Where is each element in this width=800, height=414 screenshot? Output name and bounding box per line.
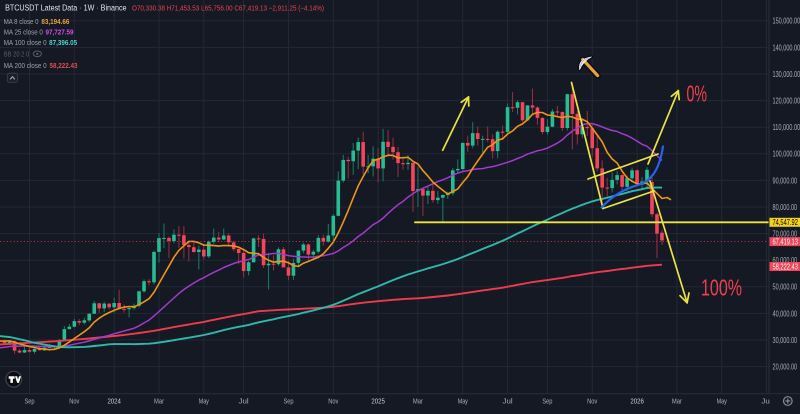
svg-text:MA 100 close 0: MA 100 close 0 [4,38,47,47]
svg-text:58,222.43: 58,222.43 [50,61,78,70]
svg-text:140,000.00: 140,000.00 [773,43,800,52]
svg-text:30,000.00: 30,000.00 [773,336,798,345]
svg-text:2025: 2025 [371,396,385,405]
svg-text:Nov: Nov [328,396,338,405]
svg-text:67,419.13: 67,419.13 [773,238,799,247]
svg-text:40,000.00: 40,000.00 [773,309,798,318]
svg-text:Jul: Jul [239,396,249,405]
svg-text:MA 25 close 0: MA 25 close 0 [4,27,43,36]
svg-text:0%: 0% [687,81,708,107]
svg-text:50,000.00: 50,000.00 [773,283,798,292]
svg-text:Mar: Mar [413,396,424,405]
svg-text:83,194.66: 83,194.66 [41,17,69,26]
svg-text:MA 8 close 0: MA 8 close 0 [4,17,39,26]
svg-text:100,000.00: 100,000.00 [773,150,800,159]
svg-text:150,000.00: 150,000.00 [773,17,800,26]
svg-text:May: May [199,396,209,405]
svg-text:58,222.43: 58,222.43 [773,262,799,271]
svg-text:Mar: Mar [154,396,165,405]
svg-text:Sep: Sep [283,396,293,405]
svg-text:May: May [717,396,727,405]
svg-text:MA 200 close 0: MA 200 close 0 [4,61,47,70]
svg-text:2024: 2024 [107,396,121,405]
svg-text:O70,330.38 H71,453.53 L65,756.: O70,330.38 H71,453.53 L65,756.00 C67,419… [132,4,324,13]
svg-text:90,000.00: 90,000.00 [773,176,798,185]
svg-text:Mar: Mar [672,396,683,405]
svg-text:130,000.00: 130,000.00 [773,70,800,79]
svg-text:20,000.00: 20,000.00 [773,363,798,372]
svg-text:2026: 2026 [630,396,644,405]
svg-text:BTCUSDT Latest Data · 1W · Bin: BTCUSDT Latest Data · 1W · Binance [5,3,127,13]
svg-text:Sep: Sep [542,396,552,405]
svg-text:74,547.92: 74,547.92 [773,218,799,227]
svg-text:BB 20 2 0: BB 20 2 0 [4,49,30,58]
svg-text:120,000.00: 120,000.00 [773,97,800,106]
svg-text:110,000.00: 110,000.00 [773,123,800,132]
svg-text:May: May [458,396,468,405]
svg-text:100%: 100% [701,275,742,301]
svg-text:97,727.59: 97,727.59 [46,27,74,36]
svg-text:80,000.00: 80,000.00 [773,203,798,212]
svg-text:87,396.05: 87,396.05 [49,38,78,47]
svg-text:Sep: Sep [24,396,34,405]
svg-text:Nov: Nov [69,396,79,405]
svg-text:Nov: Nov [587,396,597,405]
svg-text:Jul: Jul [503,396,513,405]
